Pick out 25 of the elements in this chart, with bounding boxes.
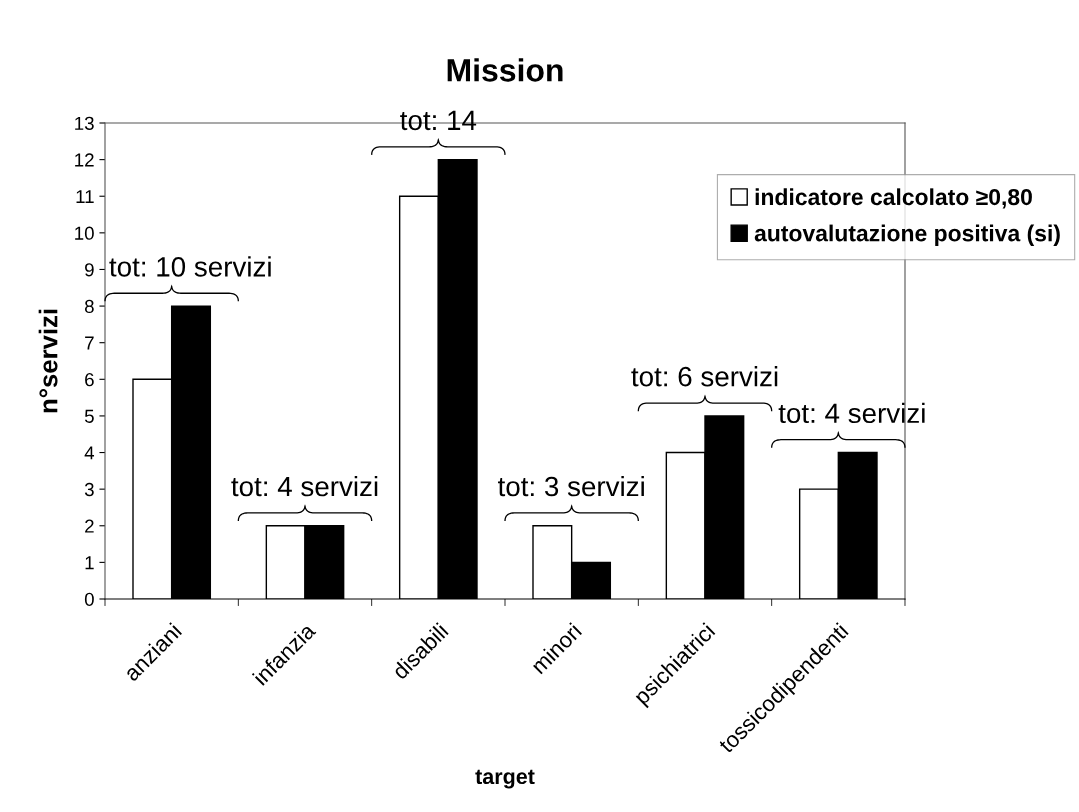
annotation: tot: 4 servizi bbox=[778, 402, 925, 424]
annotation: tot: 3 servizi bbox=[497, 475, 644, 497]
y-tick-label: 8 bbox=[84, 299, 94, 314]
annotation: tot: 6 servizi bbox=[631, 366, 778, 387]
y-tick-label: 13 bbox=[75, 116, 94, 130]
y-tick-label: 2 bbox=[85, 519, 94, 533]
y-tick-label: 7 bbox=[85, 336, 94, 350]
y-tick-label: 10 bbox=[75, 226, 94, 240]
y-tick-label: 3 bbox=[84, 482, 94, 497]
y-tick-label: 4 bbox=[84, 446, 95, 460]
y-tick-label: 9 bbox=[85, 263, 94, 277]
chart-title: Mission bbox=[447, 58, 563, 82]
legend-label: autovalutazione positiva (si) bbox=[754, 224, 1060, 246]
y-tick-label: 5 bbox=[84, 409, 94, 423]
y-tick-label: 0 bbox=[84, 592, 94, 606]
y-axis-title: n°servizi bbox=[38, 309, 58, 413]
legend-label: indicatore calcolato ≥0,80 bbox=[755, 188, 1032, 209]
y-tick-label: 1 bbox=[85, 556, 94, 570]
y-tick-label: 6 bbox=[85, 373, 94, 387]
y-tick-label: 11 bbox=[76, 190, 94, 204]
annotation: tot: 14 bbox=[400, 110, 477, 131]
x-axis-title: target bbox=[475, 769, 535, 789]
annotation: tot: 4 servizi bbox=[231, 475, 378, 497]
y-tick-label: 12 bbox=[75, 153, 94, 167]
annotation: tot: 10 servizi bbox=[109, 256, 271, 277]
